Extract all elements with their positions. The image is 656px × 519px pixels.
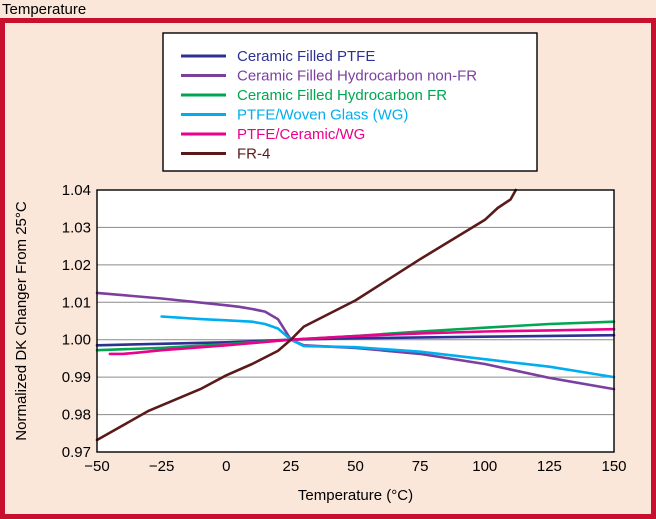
y-tick-label: 0.98 xyxy=(62,407,91,424)
y-tick-label: 1.03 xyxy=(62,219,91,236)
legend-label: PTFE/Woven Glass (WG) xyxy=(237,107,408,124)
legend-label: Ceramic Filled Hydrocarbon non-FR xyxy=(237,68,477,85)
chart-border xyxy=(0,18,656,519)
x-axis-label: Temperature (°C) xyxy=(298,487,413,504)
legend-label: PTFE/Ceramic/WG xyxy=(237,126,365,143)
x-tick-label: 75 xyxy=(412,458,429,475)
legend: Ceramic Filled PTFE Ceramic Filled Hydroc… xyxy=(162,32,538,172)
x-tick-label: −50 xyxy=(84,458,109,475)
x-tick-label: 25 xyxy=(283,458,300,475)
y-tick-label: 1.00 xyxy=(62,332,91,349)
y-tick-label: 0.97 xyxy=(62,444,91,461)
y-axis-label: Normalized DK Changer From 25°C xyxy=(13,201,30,441)
x-tick-label: 50 xyxy=(347,458,364,475)
y-tick-label: 1.02 xyxy=(62,257,91,274)
series-line xyxy=(95,188,518,442)
y-tick-label: 1.01 xyxy=(62,294,91,311)
y-tick-labels: 0.97 0.98 0.99 1.00 1.01 1.02 1.03 1.04 xyxy=(62,182,91,461)
legend-label: FR-4 xyxy=(237,146,270,163)
y-tick-label: 1.04 xyxy=(62,182,91,199)
legend-label: Ceramic Filled Hydrocarbon FR xyxy=(237,87,447,104)
x-tick-label: 125 xyxy=(537,458,562,475)
plot-area xyxy=(97,190,614,452)
y-tick-label: 0.99 xyxy=(62,369,91,386)
x-tick-label: −25 xyxy=(149,458,174,475)
x-tick-label: 150 xyxy=(601,458,626,475)
series-line xyxy=(95,291,616,391)
x-tick-label: 0 xyxy=(222,458,230,475)
legend-items: Ceramic Filled PTFE Ceramic Filled Hydroc… xyxy=(181,48,477,163)
x-tick-labels: −50 −25 0 25 50 75 100 125 150 xyxy=(84,458,626,475)
legend-label: Ceramic Filled PTFE xyxy=(237,48,375,65)
series-lines xyxy=(95,188,616,442)
grid-lines xyxy=(97,226,614,416)
plot-border xyxy=(96,189,615,453)
top-caption: Temperature xyxy=(2,1,86,18)
x-tick-label: 100 xyxy=(472,458,497,475)
